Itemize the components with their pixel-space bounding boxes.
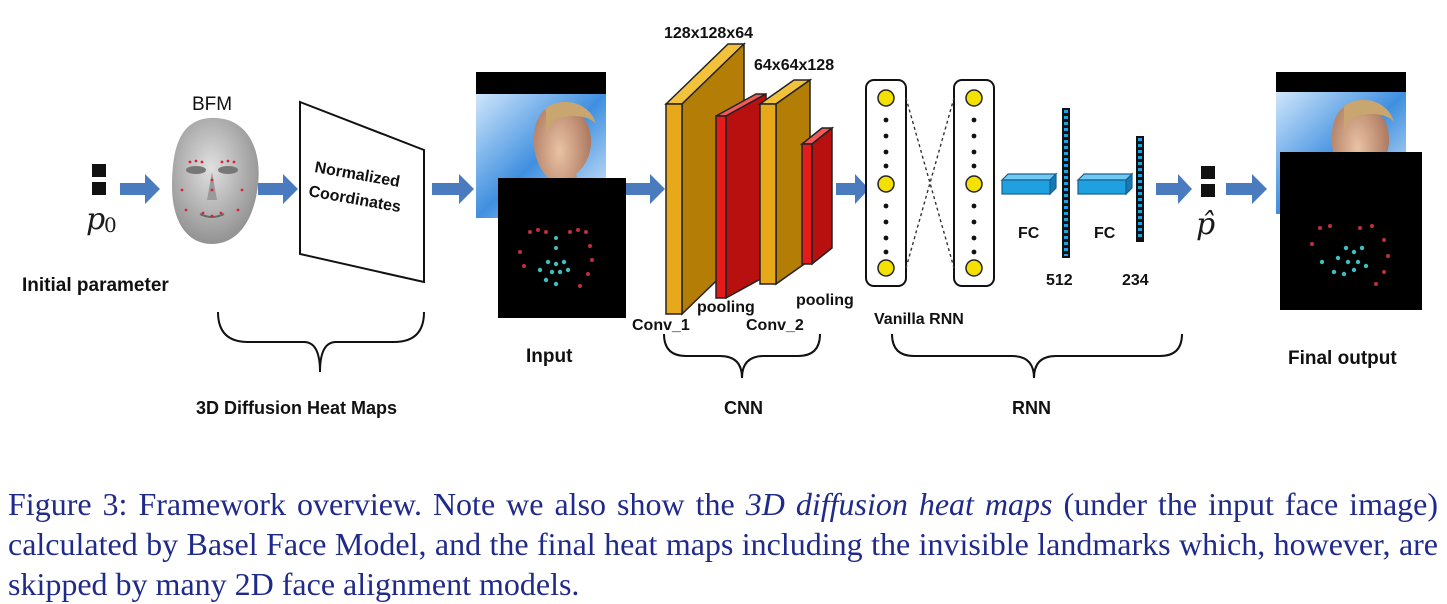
fc1-size-label: 512 xyxy=(1046,272,1073,289)
rnn-brace xyxy=(891,333,1183,379)
arrow-icon xyxy=(120,174,160,204)
p0-subscript: 0 xyxy=(104,213,117,237)
fc2-label: FC xyxy=(1094,225,1116,242)
fc1-block xyxy=(1000,172,1058,196)
bfm-label: BFM xyxy=(192,94,232,115)
bfm-face-mesh xyxy=(172,117,259,244)
framework-diagram: p 0 Initial parameter BFM Normalized Coo… xyxy=(22,25,1422,418)
rnn-group-label: RNN xyxy=(1012,398,1051,418)
phat-symbol: p̂ xyxy=(1196,207,1215,242)
rnn-connections xyxy=(905,97,955,269)
normalized-coordinates-plane xyxy=(299,100,425,284)
figure-caption: Figure 3: Framework overview. Note we al… xyxy=(8,484,1438,604)
arrow-icon xyxy=(258,174,298,204)
dim-label-conv1: 128x128x64 xyxy=(664,25,753,42)
pool2-block xyxy=(799,126,835,266)
final-output-label: Final output xyxy=(1288,348,1397,369)
dim-label-conv2: 64x64x128 xyxy=(754,57,834,74)
caption-emphasis: 3D diffusion heat maps xyxy=(745,486,1053,522)
fc2-block xyxy=(1076,172,1134,196)
diffusion-heatmap-image xyxy=(498,178,626,318)
cnn-brace xyxy=(663,333,821,379)
vanilla-rnn-label: Vanilla RNN xyxy=(874,311,964,328)
initial-parameter-label: Initial parameter xyxy=(22,275,169,296)
rnn-column-1 xyxy=(865,79,907,287)
p0-symbol: p xyxy=(86,202,105,237)
arrow-icon xyxy=(626,174,665,204)
caption-lead: Figure 3: Framework overview. Note we al… xyxy=(8,486,746,522)
diffusion-group-label: 3D Diffusion Heat Maps xyxy=(196,398,397,418)
arrow-icon xyxy=(836,174,869,204)
fc2-vector xyxy=(1136,136,1144,242)
arrow-icon xyxy=(432,174,474,204)
pool1-block xyxy=(715,92,767,300)
pooling2-label: pooling xyxy=(796,292,854,309)
pooling1-label: pooling xyxy=(697,299,755,316)
caption-rest: (under the input face image) calculated … xyxy=(8,486,1439,602)
diffusion-brace xyxy=(217,311,425,373)
cnn-group-label: CNN xyxy=(724,398,763,418)
flow-arrows xyxy=(120,174,1267,204)
rnn-column-2 xyxy=(953,79,995,287)
output-parameter-vector xyxy=(1201,166,1215,197)
final-heatmap-image xyxy=(1280,152,1422,310)
input-label: Input xyxy=(526,346,573,367)
fc2-size-label: 234 xyxy=(1122,272,1149,289)
arrow-icon xyxy=(1156,174,1192,204)
arrow-icon xyxy=(1226,174,1267,204)
fc1-label: FC xyxy=(1018,225,1040,242)
initial-parameter-vector xyxy=(92,164,106,195)
conv2-label: Conv_2 xyxy=(746,317,804,334)
conv1-label: Conv_1 xyxy=(632,317,690,334)
fc1-vector xyxy=(1062,108,1070,258)
